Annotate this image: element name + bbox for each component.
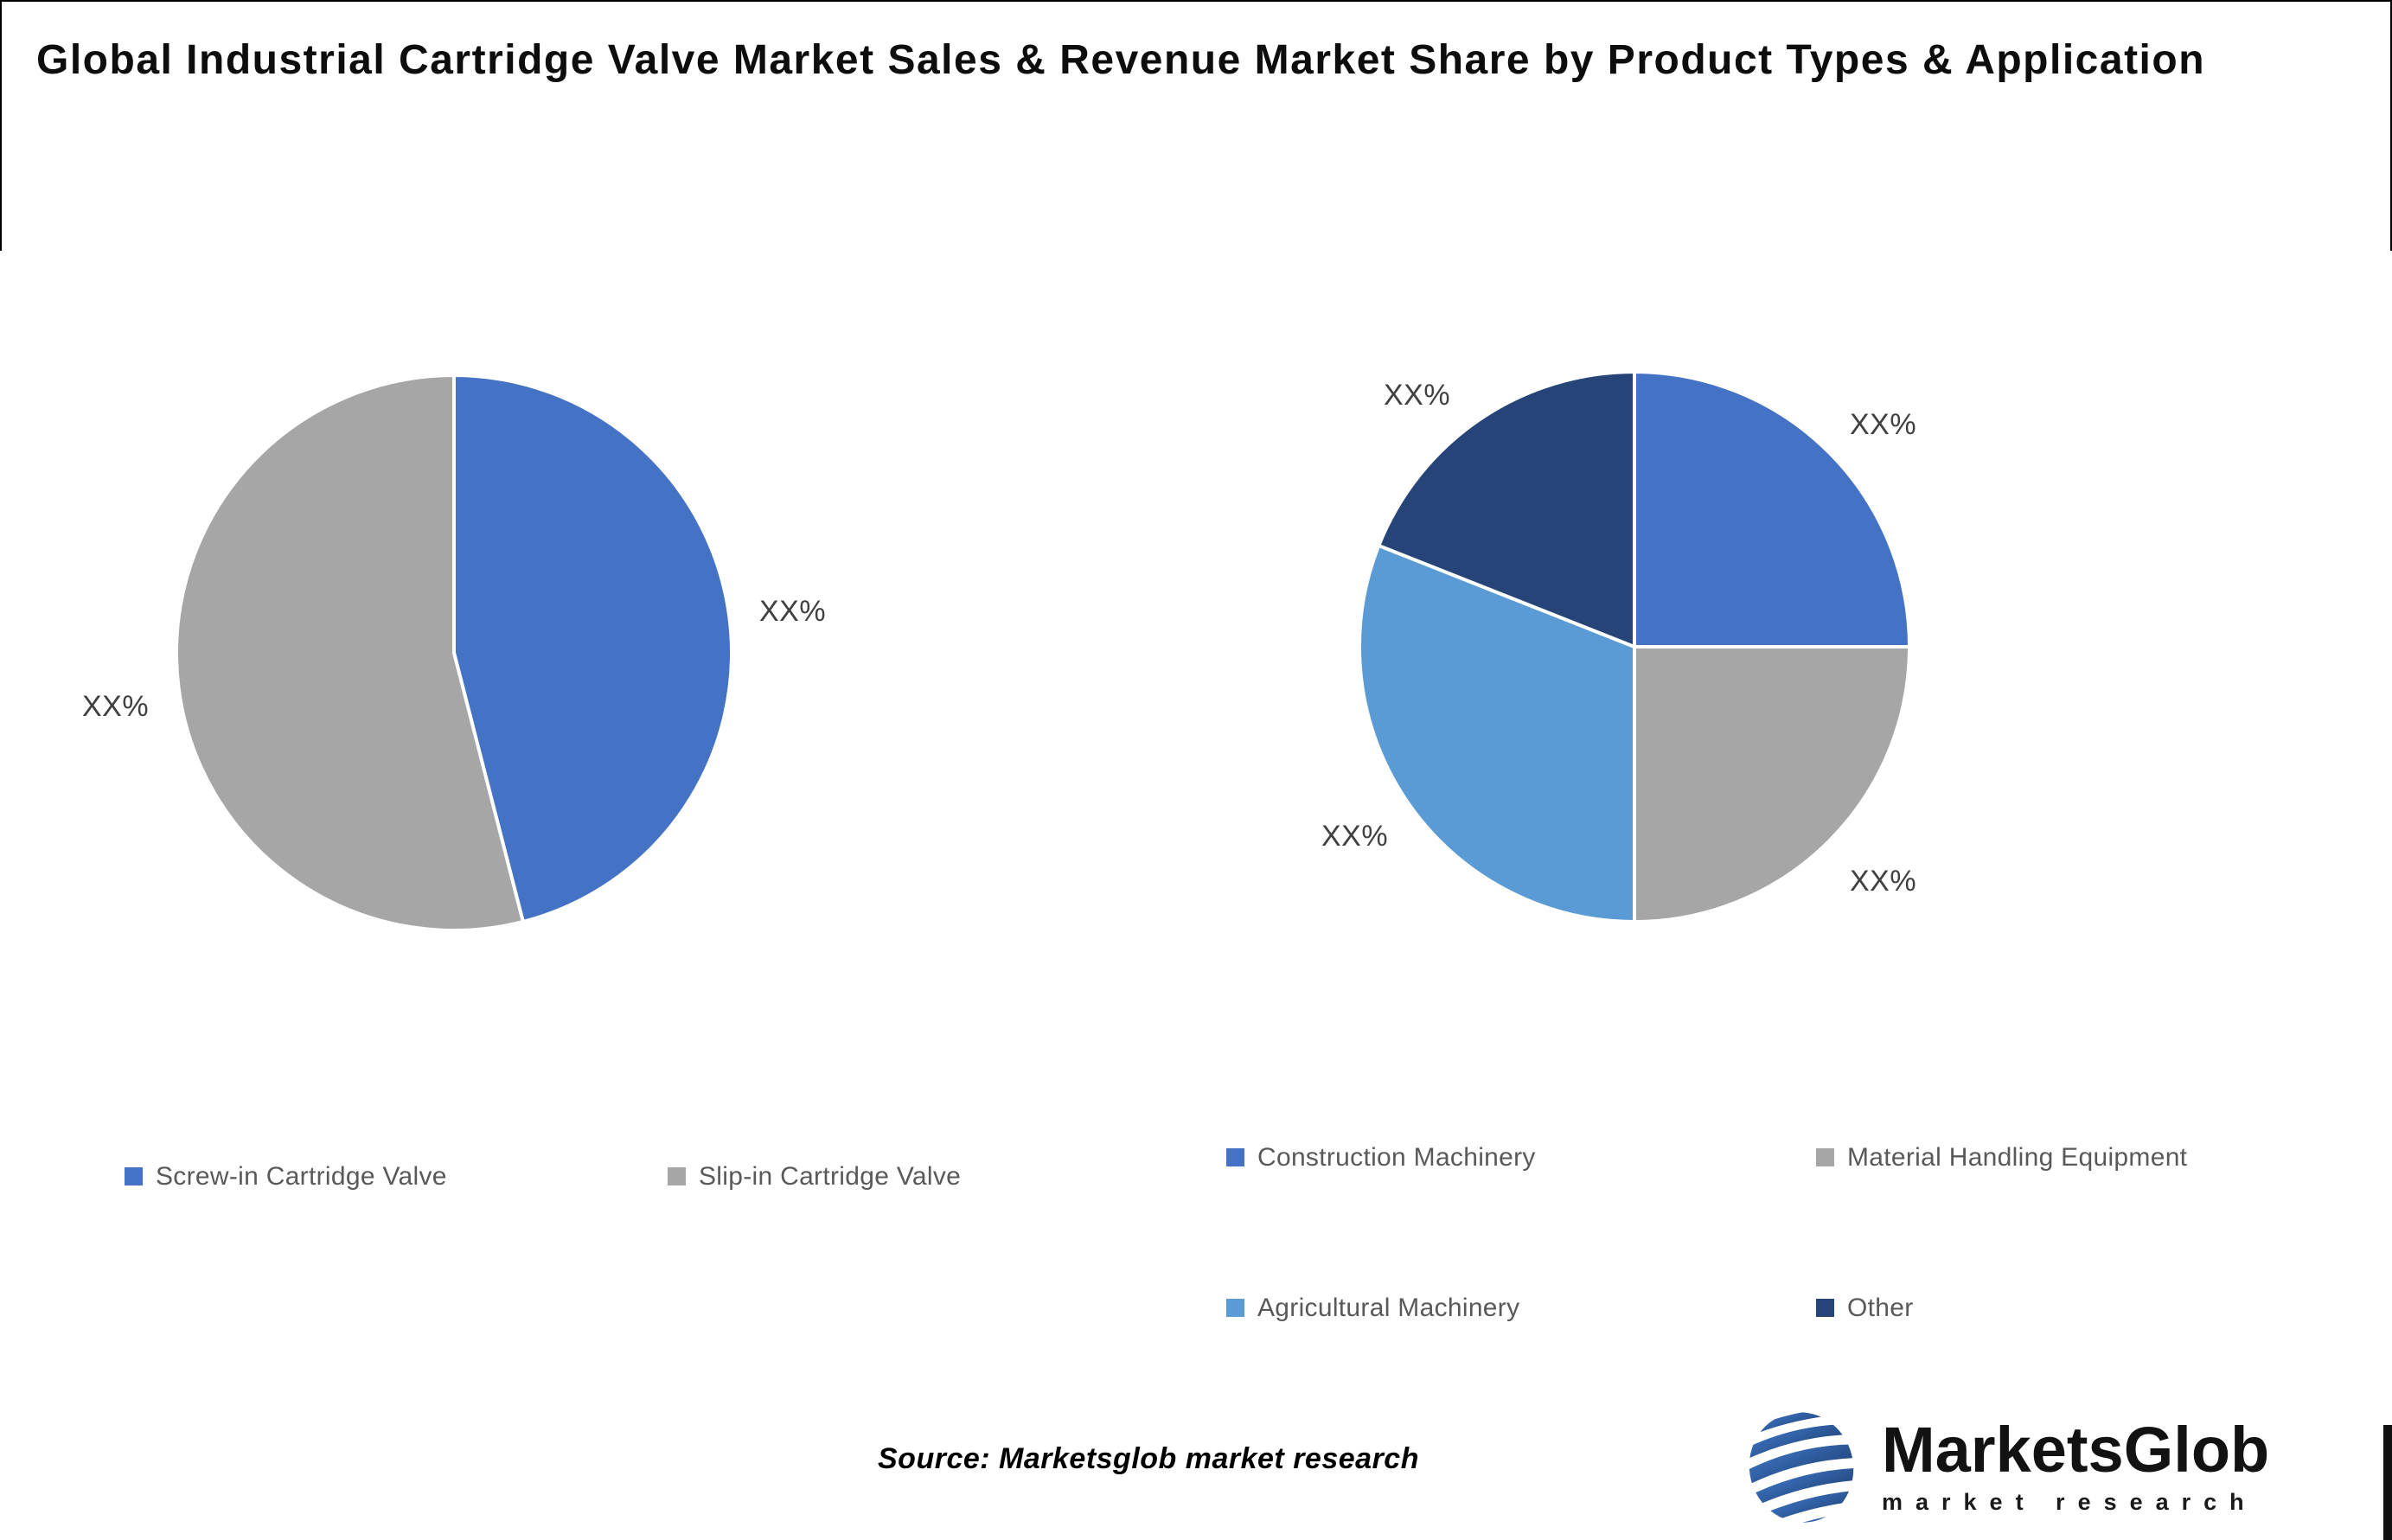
legend-label: Slip-in Cartridge Valve	[699, 1162, 962, 1191]
data-label-slip-in: XX%	[82, 690, 150, 723]
logo-name: MarketsGlob	[1882, 1413, 2270, 1486]
legend-swatch-icon	[668, 1167, 686, 1185]
data-label-material-handling: XX%	[1850, 865, 1917, 898]
legend-item-material-handling: Material Handling Equipment	[1816, 1143, 2187, 1173]
legend-label: Screw-in Cartridge Valve	[156, 1162, 447, 1191]
marketsglob-logo: MarketsGlob market research	[1745, 1401, 2342, 1530]
pie-chart-product-types	[175, 374, 733, 932]
legend-item-slip-in: Slip-in Cartridge Valve	[668, 1162, 961, 1192]
legend-label: Material Handling Equipment	[1847, 1143, 2188, 1172]
pie-slice-construction-machinery	[1633, 370, 1911, 649]
legend-item-screw-in: Screw-in Cartridge Valve	[125, 1162, 447, 1192]
legend-swatch-icon	[1226, 1148, 1244, 1166]
legend-label: Construction Machinery	[1257, 1143, 1536, 1172]
data-label-agricultural: XX%	[1321, 820, 1389, 853]
logo-tagline: market research	[1882, 1488, 2257, 1515]
pie-slice-material-handling-equipment	[1633, 645, 1911, 923]
legend-item-construction: Construction Machinery	[1226, 1143, 1536, 1173]
legend-item-other: Other	[1816, 1294, 1914, 1323]
pie-slice-screw-in-cartridge-valve	[452, 374, 733, 923]
legend-swatch-icon	[1226, 1299, 1244, 1317]
data-label-other: XX%	[1384, 379, 1451, 412]
pie-slice-slip-in-cartridge-valve	[175, 374, 525, 932]
legend-swatch-icon	[1816, 1299, 1834, 1317]
legend-label: Other	[1847, 1294, 1914, 1322]
legend-swatch-icon	[1816, 1148, 1834, 1166]
page-title: Global Industrial Cartridge Valve Market…	[36, 37, 2206, 83]
legend-item-agricultural: Agricultural Machinery	[1226, 1294, 1519, 1323]
legend-label: Agricultural Machinery	[1257, 1294, 1520, 1322]
data-label-screw-in: XX%	[759, 595, 827, 628]
legend-swatch-icon	[125, 1167, 143, 1185]
pie-chart-application	[1358, 370, 1911, 923]
data-label-construction: XX%	[1850, 408, 1917, 441]
source-note: Source: Marketsglob market research	[878, 1442, 1419, 1475]
pie-slice-agricultural-machinery	[1358, 543, 1636, 923]
pie-slice-other	[1377, 370, 1636, 649]
globe-icon	[1745, 1405, 1858, 1526]
right-edge-bar	[2383, 1425, 2392, 1540]
title-block: Global Industrial Cartridge Valve Market…	[0, 0, 2392, 251]
